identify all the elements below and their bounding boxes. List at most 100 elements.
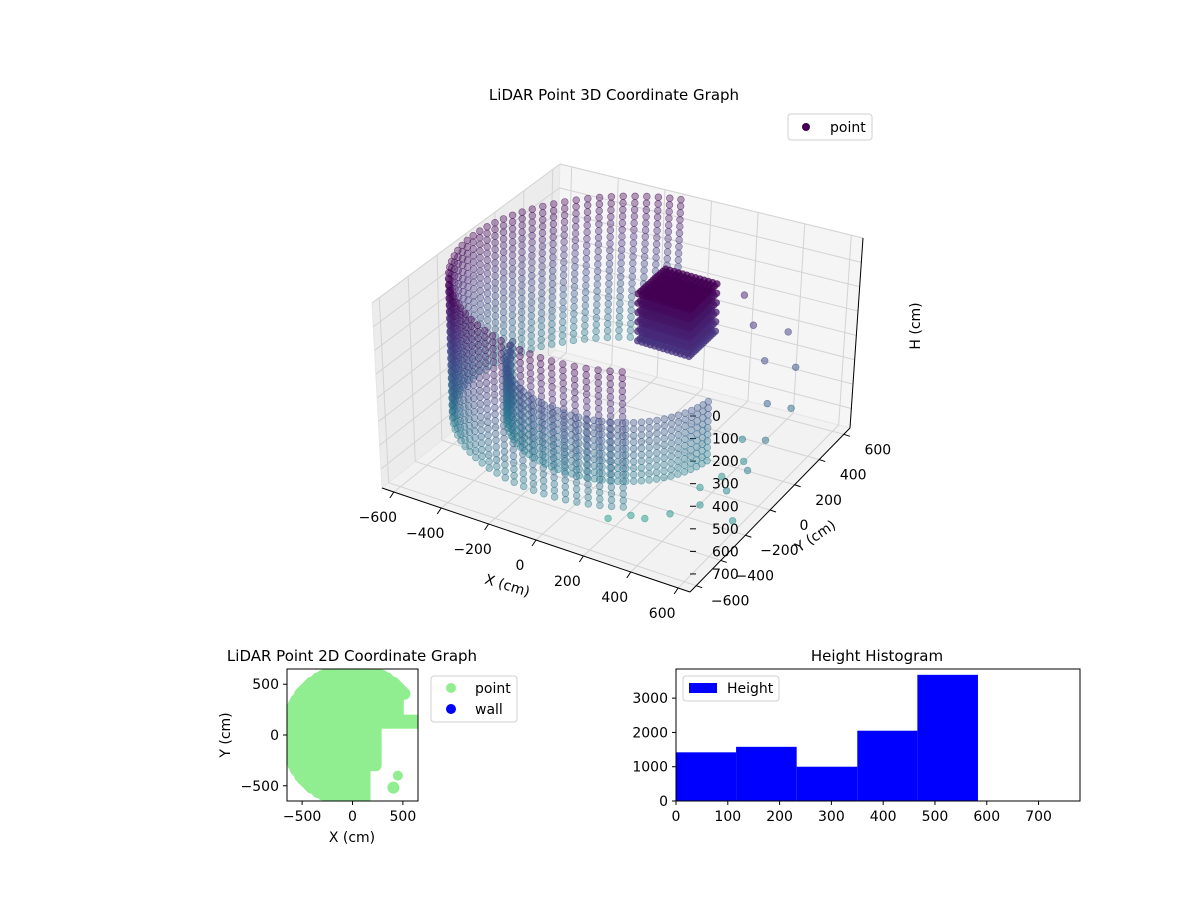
chart-3d-point [548,287,557,295]
chart-3d-point [660,460,668,469]
chart-3d-point [528,218,536,227]
chart-3d-point [481,339,489,348]
histogram-x-tick-label: 0 [672,809,681,825]
chart-3d-point [509,445,517,454]
chart-3d-point [549,253,557,262]
chart-3d-point [571,236,580,244]
chart-3d-point [528,205,536,213]
chart-3d-point [581,301,590,310]
chart-3d-point [476,393,484,401]
chart-2d-y-tick-label: −500 [241,779,279,795]
chart-3d-point [461,310,470,318]
chart-3d-point [570,276,579,284]
chart-3d-title: LiDAR Point 3D Coordinate Graph [489,86,739,104]
chart-3d-point [491,292,499,300]
chart-3d-point [484,444,493,453]
chart-3d-point [582,434,591,443]
chart-3d-point [622,451,630,459]
chart-3d-point [499,228,508,236]
chart-3d-point [548,307,556,315]
chart-3d-point [674,437,682,446]
chart-3d-point [499,321,508,330]
chart-3d-point [476,314,485,322]
chart-3d-point [645,430,653,439]
chart-3d-point [463,236,471,245]
chart-3d-point [497,343,505,351]
chart-3d-point [593,300,601,309]
chart-3d-point [787,404,795,412]
chart-3d-point [595,193,604,202]
chart-3d-point [590,429,598,437]
chart-3d-point [549,227,557,235]
chart-3d-point [516,372,525,380]
chart-3d-point [680,468,689,476]
chart-3d-point [590,462,598,470]
chart-3d-point [554,452,562,460]
chart-3d-point [606,418,614,426]
chart-3d-point [681,409,689,417]
chart-3d-point [618,400,627,408]
chart-3d-point [499,301,508,310]
chart-3d-point [703,450,711,458]
chart-3d-point [660,428,668,436]
chart-3d-point [478,446,486,454]
chart-3d-point [568,463,576,472]
chart-3d-point [581,288,590,296]
chart-3d-point [516,352,524,360]
chart-3d-point [703,437,712,445]
chart-3d-point [550,480,558,488]
chart-3d-point [582,364,590,373]
chart-3d-point [548,327,556,335]
chart-3d-point [492,430,500,438]
chart-3d-point [594,372,602,381]
chart-3d-y-tick-label: 0 [800,518,809,534]
chart-3d-point [491,245,499,254]
chart-3d-z-tick-label: 200 [712,454,739,470]
chart-3d-point [476,400,484,408]
chart-3d-point [491,417,499,425]
chart-3d-point [547,357,556,365]
chart-2d-x-tick-label: 0 [348,809,357,825]
chart-3d-point [483,256,491,264]
chart-3d-point [622,471,630,479]
chart-3d-point [499,328,508,336]
chart-3d-point [570,289,578,298]
chart-3d-point [674,256,682,264]
chart-3d-point [593,287,601,295]
chart-3d-point [476,287,484,295]
chart-3d-point [598,450,606,458]
chart-3d-point [570,316,578,325]
chart-2d-y-label: Y (cm) [218,712,234,758]
chart-3d-point [619,199,627,207]
chart-3d-point [653,233,661,242]
chart-3d-point [571,388,579,396]
chart-3d-point [559,311,567,320]
chart-3d-point [483,412,492,420]
chart-3d-point [476,240,484,249]
chart-3d-point [452,298,461,306]
chart-3d-point [559,305,567,313]
chart-3d-point [508,291,517,299]
chart-3d-point [619,477,627,485]
chart-3d-point [526,350,534,358]
chart-3d-point [643,192,651,201]
chart-3d-point [519,476,528,484]
chart-3d-point [667,459,675,467]
chart-3d-point [665,214,673,223]
chart-3d-point [629,477,638,485]
chart-3d-point [510,472,518,480]
chart-3d-point [537,316,546,324]
chart-3d-point [570,375,579,384]
chart-3d-point [629,239,638,247]
chart-3d-point [548,376,556,385]
histogram-bar [676,752,737,801]
chart-3d-point [499,308,508,316]
chart-3d-point [652,475,661,483]
chart-3d-point [491,423,500,431]
chart-3d-point [474,328,482,336]
chart-3d-point [581,315,589,323]
histogram-y-tick-label: 0 [659,794,668,810]
chart-3d-point [704,417,712,425]
chart-3d-point [477,433,485,441]
chart-3d-point [560,435,569,443]
